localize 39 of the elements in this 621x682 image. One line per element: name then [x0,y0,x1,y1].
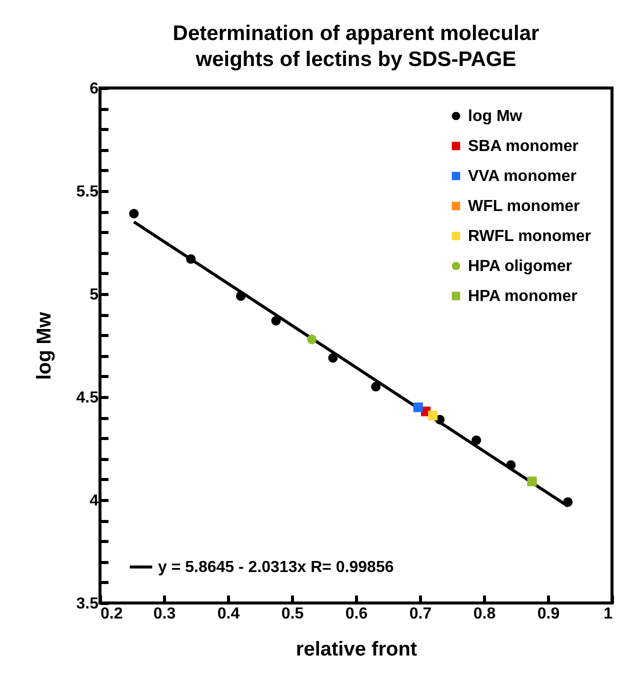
y-tick-label: 6 [90,80,99,98]
point [271,316,281,326]
point [371,382,381,392]
legend-label: RWFL monomer [468,228,591,245]
legend-label: HPA monomer [468,288,578,305]
x-tick-label: 0.4 [217,606,240,622]
point [328,353,338,363]
point [186,254,196,264]
legend-label: SBA monomer [468,138,579,155]
legend-label: log Mw [468,108,523,125]
x-tick-label: 0.6 [345,606,368,622]
y-axis-title: log Mw [33,312,56,380]
chart-title: Determination of apparent molecular weights of lectins by SDS-PAGE [172,22,540,71]
y-tick-label: 5 [90,286,99,304]
x-tick-label: 0.8 [473,606,496,622]
y-tick-label: 4.5 [76,390,99,406]
point [129,208,139,218]
point [472,435,482,446]
y-tick-label: 3.5 [76,596,99,612]
x-axis-title: relative front [296,638,418,660]
point [506,460,516,470]
legend-label: y = 5.8645 - 2.0313x R= 0.99856 [158,559,394,576]
x-tick-label: 0.5 [281,606,304,622]
point [236,291,246,301]
point [563,497,573,507]
point [527,476,537,486]
x-tick-label: 0.7 [409,606,432,622]
x-tick-label: 0.2 [100,606,123,622]
legend-label: WFL monomer [468,198,580,215]
x-tick-label: 0.3 [153,606,176,622]
point [428,410,438,420]
y-tick-label: 5.5 [76,184,99,200]
x-tick-label: 0.9 [537,606,560,622]
legend-label: HPA oligomer [468,258,572,275]
point [413,402,423,412]
x-tick-label: 1 [604,606,613,622]
legend-label: VVA monomer [468,168,576,185]
y-tick-label: 4 [90,492,99,510]
point [307,334,317,344]
